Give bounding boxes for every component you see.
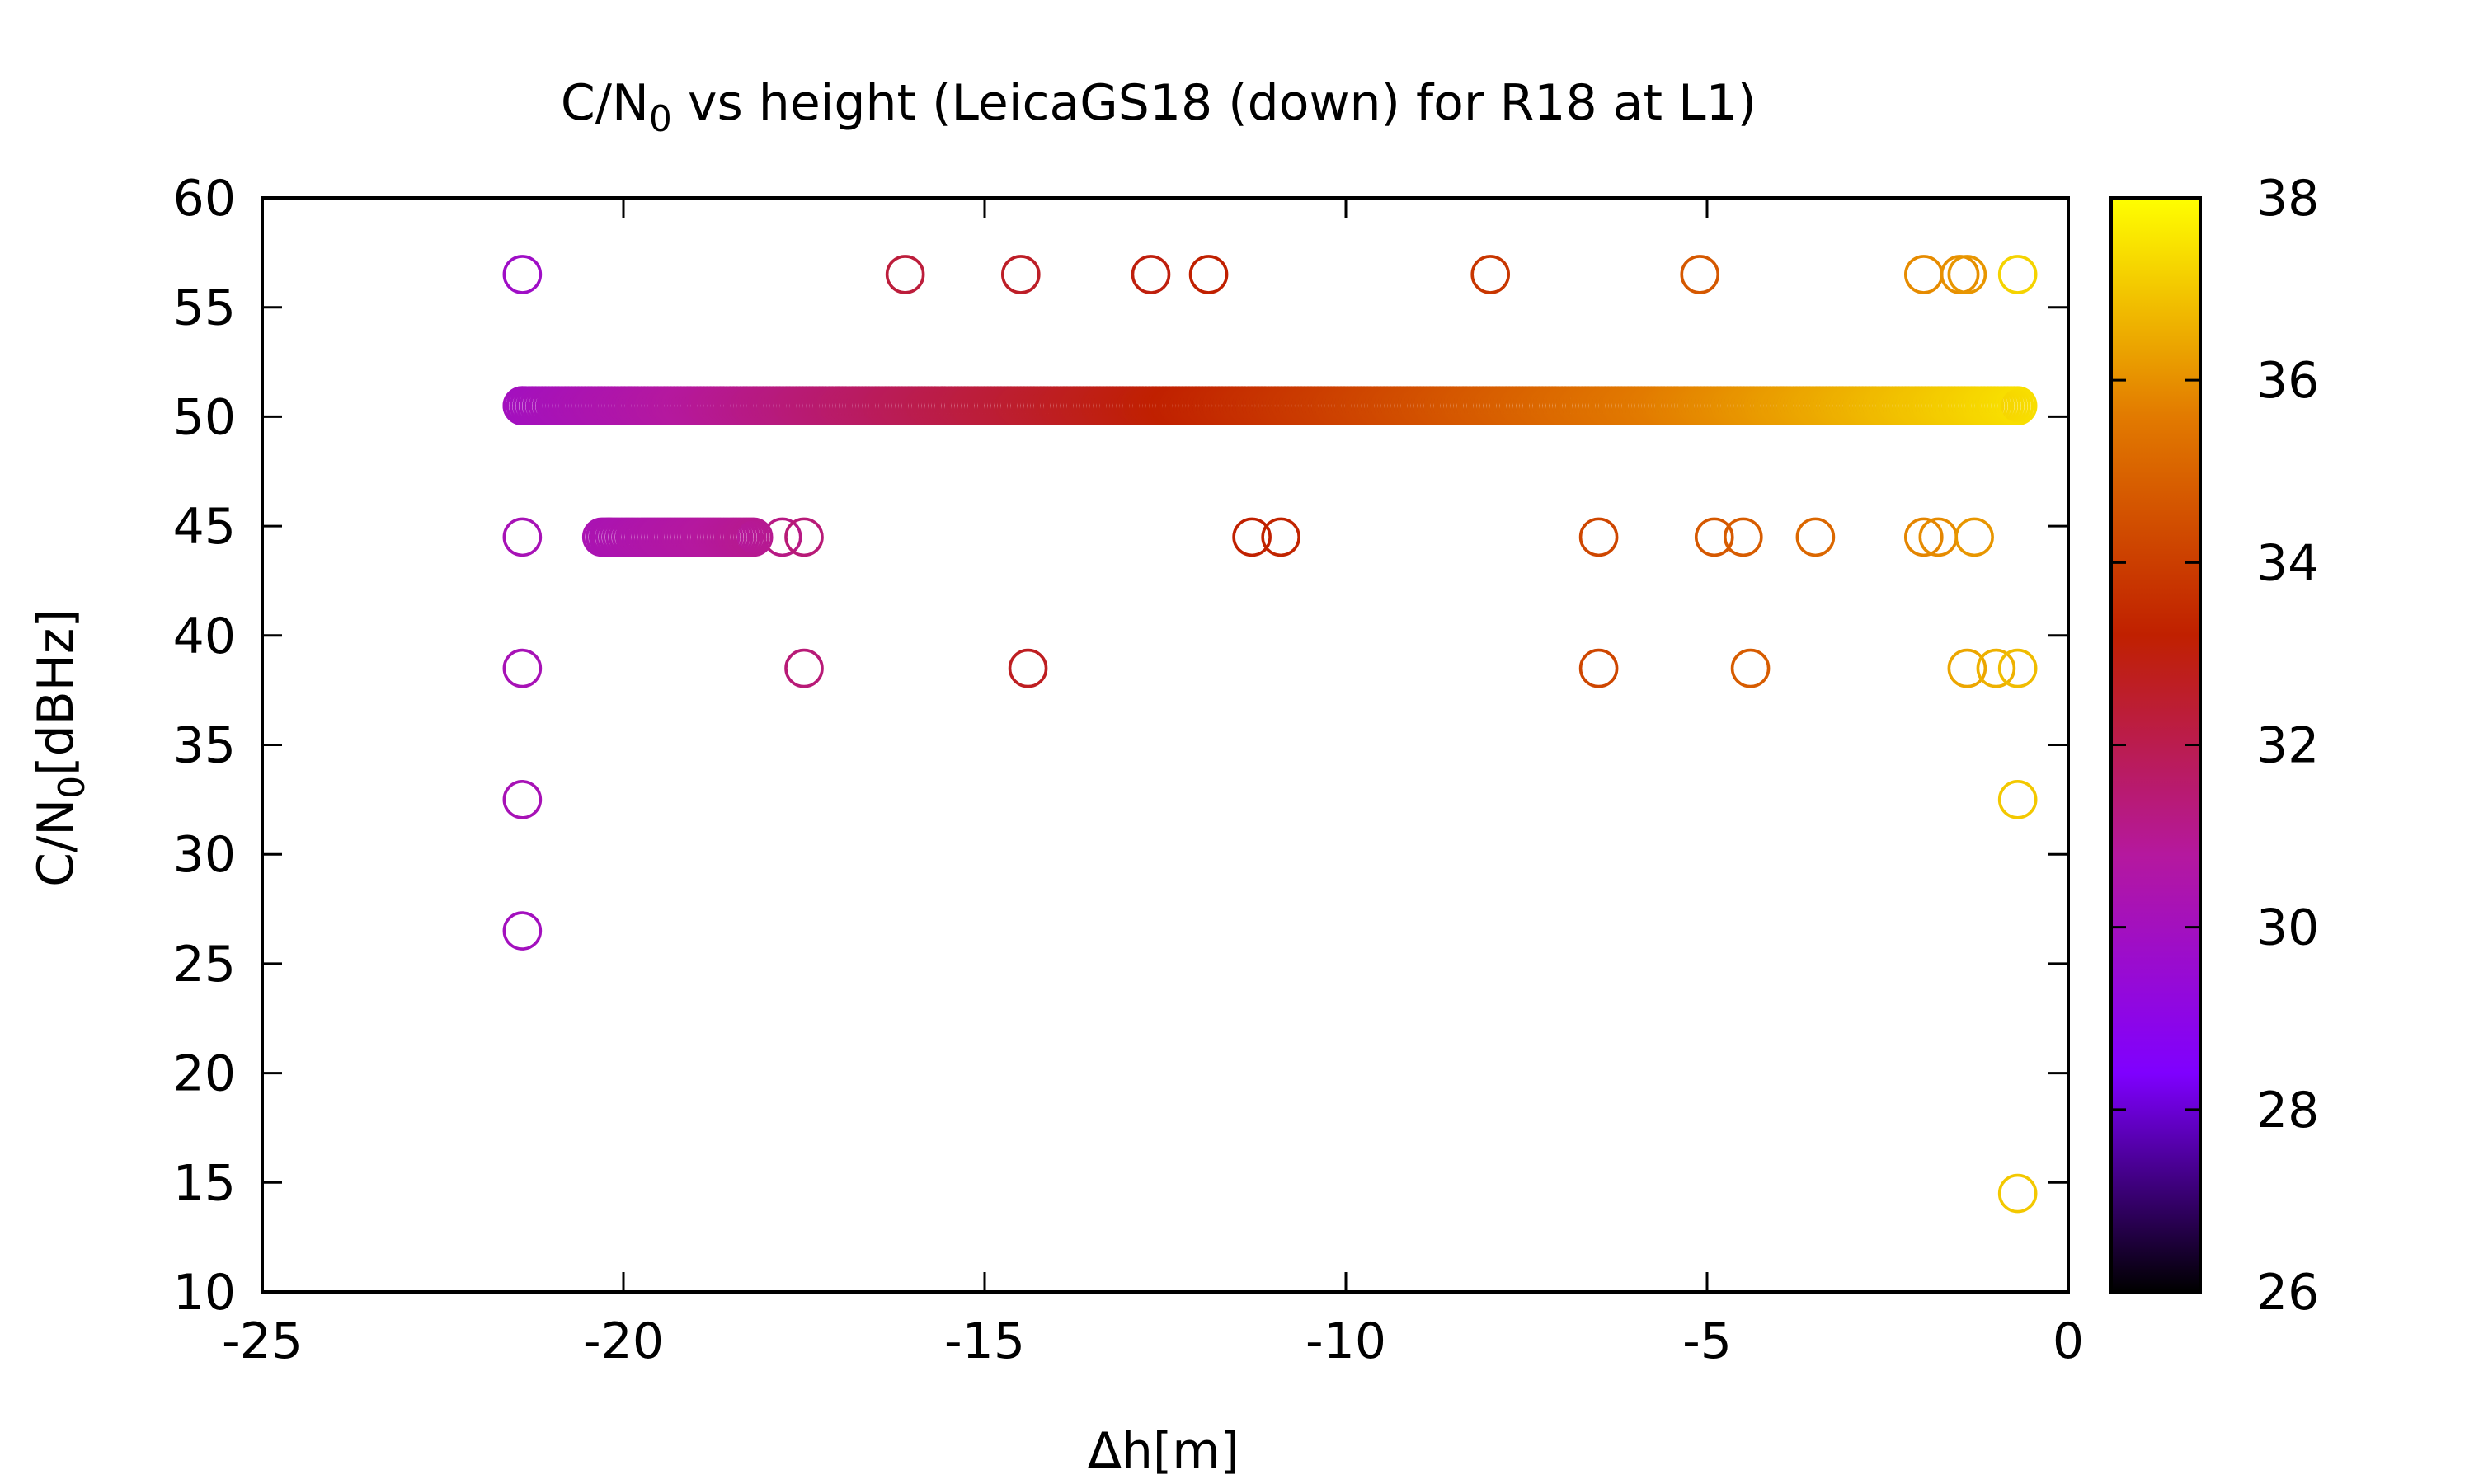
data-point [784, 517, 824, 557]
x-tick-label: -10 [1305, 1313, 1386, 1370]
data-point [1954, 517, 1994, 557]
y-tick-label: 30 [173, 826, 236, 884]
colorbar-tick-label: 28 [2256, 1082, 2319, 1139]
y-tick-label: 10 [173, 1264, 236, 1322]
colorbar-tick-label: 34 [2256, 534, 2319, 592]
y-tick-label: 15 [173, 1154, 236, 1212]
data-point [1694, 517, 1734, 557]
y-axis-label-subscript: 0 [51, 776, 93, 799]
x-tick-label: 0 [2053, 1313, 2084, 1370]
data-point [1904, 517, 1944, 557]
data-point [1940, 255, 1980, 294]
data-point [1470, 255, 1510, 294]
data-point [885, 255, 925, 294]
x-tick-labels: -25 -20 -15 -10 -5 0 [222, 1313, 2084, 1370]
data-point [1188, 255, 1229, 294]
data-point [1578, 648, 1619, 688]
chart-title-rest: vs height (LeicaGS18 (down) for R18 at L… [672, 74, 1757, 132]
x-tick-label: -15 [944, 1313, 1025, 1370]
data-point [1680, 255, 1720, 294]
y-tick-label: 20 [173, 1045, 236, 1103]
data-point [1997, 1173, 2038, 1214]
data-point [1008, 648, 1048, 688]
data-point [784, 648, 824, 688]
colorbar-ticks [2111, 196, 2200, 1294]
data-points [502, 255, 2038, 1214]
colorbar-tick-label: 38 [2256, 170, 2319, 228]
data-point [733, 517, 774, 557]
data-point [1795, 517, 1836, 557]
data-point [1997, 255, 2038, 294]
y-tick-label: 40 [173, 608, 236, 665]
y-axis-label-main: C/N [27, 799, 85, 887]
y-axis-label-rest: [dBHz] [27, 608, 85, 776]
y-tick-label: 25 [173, 936, 236, 993]
axis-ticks [261, 196, 2070, 1294]
data-point [1947, 648, 1987, 688]
y-tick-label: 35 [173, 717, 236, 775]
data-point [1947, 255, 1987, 294]
colorbar-tick-label: 32 [2256, 717, 2319, 775]
y-tick-label: 60 [173, 170, 236, 228]
chart-title-subscript: 0 [649, 98, 672, 140]
data-point [502, 255, 543, 294]
data-point [1001, 255, 1041, 294]
chart-title-main: C/N [561, 74, 649, 132]
x-tick-label: -20 [583, 1313, 664, 1370]
data-point [1232, 517, 1272, 557]
y-tick-labels: 10 15 20 25 30 35 40 45 50 55 60 [173, 170, 236, 1322]
data-point [1997, 386, 2038, 425]
chart-title: C/N0 vs height (LeicaGS18 (down) for R18… [561, 74, 1757, 140]
data-point [502, 648, 543, 688]
colorbar-tick-label: 36 [2256, 352, 2319, 410]
colorbar-tick-label: 30 [2256, 899, 2319, 957]
colorbar-tick-label: 26 [2256, 1264, 2319, 1322]
data-point [1976, 648, 2016, 688]
colorbar-tick-labels: 26 28 30 32 34 36 38 [2256, 170, 2319, 1322]
data-point [1997, 648, 2038, 688]
data-point [502, 517, 543, 557]
data-point [1904, 255, 1944, 294]
y-axis-label: C/N0[dBHz] [27, 608, 93, 887]
y-tick-label: 45 [173, 498, 236, 556]
y-tick-label: 55 [173, 279, 236, 337]
data-point [1578, 517, 1619, 557]
data-point [1724, 517, 1763, 557]
data-point [1997, 780, 2038, 819]
y-tick-label: 50 [173, 388, 236, 446]
data-point [502, 911, 543, 951]
x-tick-label: -25 [222, 1313, 303, 1370]
data-point [1131, 255, 1171, 294]
data-point [502, 780, 543, 819]
data-point [1730, 648, 1771, 688]
x-axis-label: Δh[m] [1088, 1422, 1239, 1480]
data-point [1261, 517, 1300, 557]
plot-frame [261, 196, 2070, 1294]
x-tick-label: -5 [1682, 1313, 1732, 1370]
